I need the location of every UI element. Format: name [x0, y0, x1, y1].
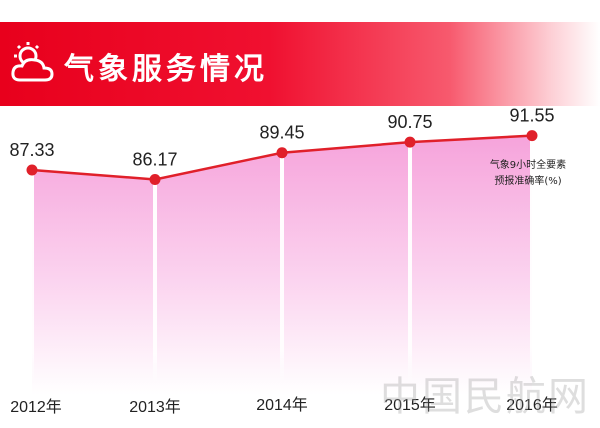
pillar-0: [30, 170, 34, 385]
annotation-line: 气象9小时全要素: [490, 158, 566, 171]
x-tick-label: 2013年: [129, 398, 181, 416]
pillar-2: [280, 152, 284, 385]
data-point-2013年: [149, 173, 161, 185]
data-point-2016年: [526, 130, 538, 142]
data-label: 89.45: [259, 123, 304, 143]
data-label: 87.33: [9, 140, 54, 160]
page-title: 气象服务情况: [64, 52, 268, 87]
data-label: 86.17: [132, 149, 177, 169]
watermark: 中国民航网: [380, 374, 590, 420]
weather-cloud-sun-icon: [11, 42, 54, 82]
x-tick-label: 2015年: [384, 396, 436, 414]
annotation-line: 预报准确率(%): [494, 174, 561, 187]
x-tick-label: 2012年: [10, 398, 62, 416]
pillar-4: [530, 135, 534, 385]
data-point-2014年: [276, 147, 288, 159]
pillar-1: [153, 179, 157, 385]
header-banner: 气象服务情况: [0, 22, 600, 106]
data-point-2015年: [404, 136, 416, 148]
x-tick-label: 2014年: [256, 396, 308, 414]
data-label: 90.75: [387, 112, 432, 132]
data-point-2012年: [26, 164, 38, 176]
pillar-3: [408, 142, 412, 385]
data-label: 91.55: [509, 106, 554, 126]
banner-background: [0, 22, 600, 106]
x-tick-label: 2016年: [506, 396, 558, 414]
